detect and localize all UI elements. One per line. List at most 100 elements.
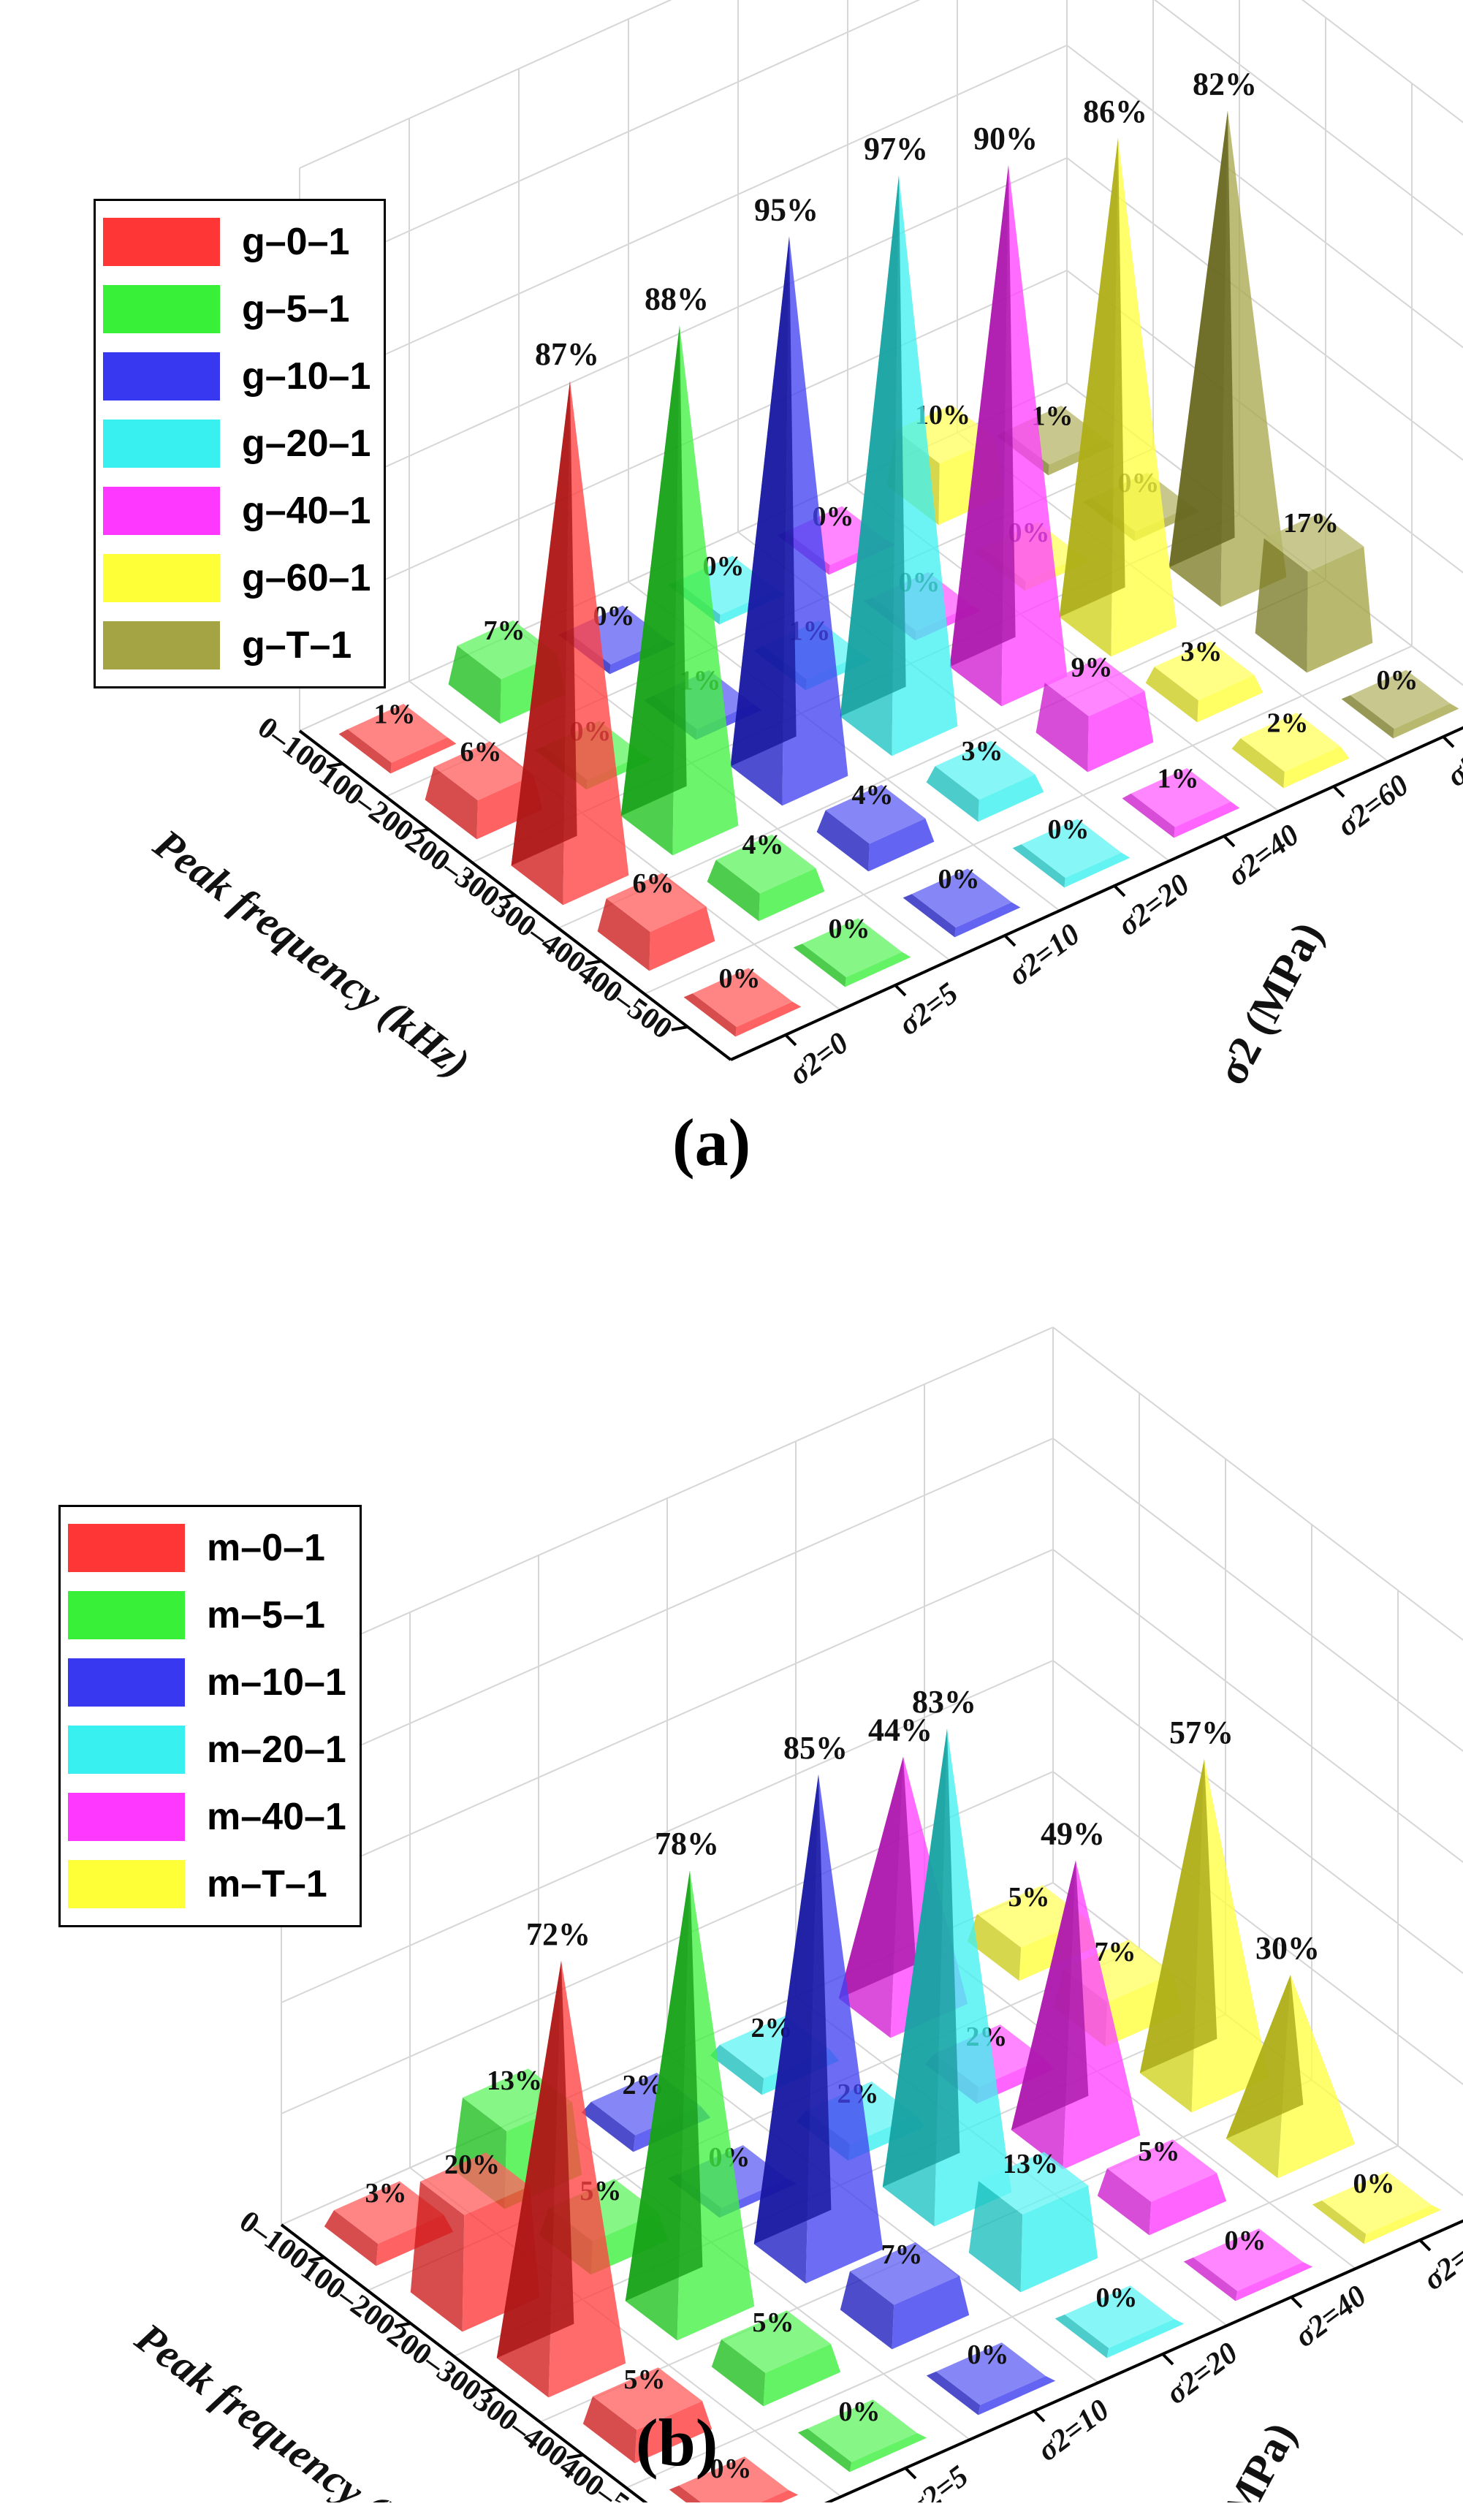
bar-value-label: 0% [1353, 2168, 1395, 2199]
bar-value-label: 83% [912, 1684, 976, 1720]
floor-grid-line [666, 2053, 1099, 2383]
bar-value-label: 13% [1003, 2149, 1058, 2179]
bar-m–20–1-200–300 [882, 1728, 1012, 2227]
x-tick [412, 828, 430, 834]
bar-face [949, 165, 1016, 667]
wall-grid-line [281, 1327, 1054, 1670]
bar-value-label: 3% [962, 736, 1003, 767]
legend-swatch [103, 285, 220, 333]
wall-grid-line [1066, 45, 1463, 349]
bar-value-label: 7% [1095, 1937, 1136, 1967]
legend-item: m–5–1 [68, 1582, 346, 1649]
bar-face [1011, 1860, 1089, 2130]
bar-value-label: 0% [593, 601, 635, 631]
bar-value-label: 0% [1096, 2282, 1138, 2313]
bar-face [1322, 2171, 1432, 2234]
legend-swatch [103, 487, 220, 535]
legend-swatch [68, 1726, 185, 1774]
bar-face [1036, 683, 1089, 773]
y-tick [1161, 2353, 1174, 2366]
bar-value-label: 7% [484, 615, 525, 646]
legend-swatch [103, 420, 220, 468]
legend-item: m–20–1 [68, 1716, 346, 1783]
legend-b: m–0–1 m–5–1 m–10–1 m–20–1 m–40–1 m–T–1 [58, 1505, 362, 1927]
legend-a: g–0–1 g–5–1 g–10–1 g–20–1 g–40–1 g–60–1 g–T–1 [94, 199, 387, 688]
bar-face [850, 2242, 960, 2305]
bar-face [1139, 1758, 1217, 2073]
y-tick [1290, 2296, 1303, 2309]
bar-m–40–1-300–400 [1097, 2139, 1227, 2236]
bar-m–0–1-200–300 [496, 1960, 626, 2398]
bar-g–0–1-400–500 [683, 968, 802, 1037]
bar-value-label: 78% [655, 1826, 719, 1861]
bar-face [978, 774, 1044, 822]
bar-m–20–1-300–400 [968, 2152, 1098, 2293]
bar-g–0–1-0–100 [338, 704, 457, 774]
y-tick-label: σ2=40 [1288, 2279, 1372, 2354]
legend-item: g–T–1 [103, 612, 370, 679]
bar-g–40–1-200–300 [949, 165, 1068, 707]
bar-value-label: 0% [1225, 2225, 1266, 2256]
bar-face [1341, 695, 1394, 739]
bar-face [1255, 538, 1308, 673]
legend-swatch [103, 352, 220, 401]
wall-grid-line [1052, 1771, 1463, 2086]
bar-g–60–1-400–500 [1231, 713, 1350, 789]
legend-item: m–0–1 [68, 1514, 346, 1582]
bar-m–40–1-400–500 [1183, 2228, 1313, 2301]
legend-item: g–60–1 [103, 544, 370, 612]
legend-swatch [68, 1860, 185, 1908]
bar-value-label: 3% [365, 2178, 407, 2209]
bar-face [672, 325, 739, 856]
y-axis-title: σ2 (MPa) [1207, 914, 1332, 1093]
bar-face [1183, 2257, 1238, 2301]
bar-value-label: 0% [719, 963, 761, 994]
x-tick [326, 762, 343, 768]
x-tick [566, 2453, 584, 2459]
bar-face [1220, 110, 1287, 607]
bar-face [620, 325, 687, 816]
bar-face [892, 2275, 970, 2350]
bar-face [1107, 2139, 1217, 2202]
y-tick-label: σ2=60 [1331, 768, 1415, 843]
wall-grid-line [1301, 0, 1463, 124]
floor-grid-line [795, 1996, 1228, 2326]
bar-value-label: 57% [1169, 1715, 1234, 1750]
bar-face [1054, 2314, 1109, 2358]
y-tick [784, 1033, 797, 1047]
bar-face [978, 2376, 1056, 2415]
bar-face [496, 1960, 574, 2358]
bar-face [892, 175, 958, 756]
bar-value-label: 6% [460, 737, 502, 767]
bar-face [977, 1885, 1087, 1948]
bar-value-label: 17% [1283, 508, 1339, 539]
bar-value-label: 0% [1377, 665, 1418, 696]
chart-b-canvas: 5%7%44%57%2%2%30%49%2%2%0%5%83%0%13%0%13… [126, 1327, 1463, 2502]
bar-face [1044, 657, 1145, 716]
bar-face [679, 2456, 788, 2502]
bar-value-label: 85% [783, 1730, 848, 1766]
floor-grid-line [924, 1939, 1356, 2269]
y-tick [1223, 835, 1236, 848]
y-tick [1003, 934, 1016, 947]
bar-g–10–1-400–500 [902, 868, 1021, 938]
bar-face [1364, 2205, 1442, 2244]
bar-face [1064, 852, 1130, 888]
bar-face [760, 2490, 799, 2502]
bar-face [1021, 819, 1122, 878]
y-axis-line [824, 2219, 1463, 2502]
bar-value-label: 4% [742, 830, 784, 860]
y-tick-label: σ2=20 [1112, 868, 1196, 943]
bar-face [1277, 1975, 1356, 2179]
bar-value-label: 0% [829, 914, 870, 944]
bar-value-label: 5% [624, 2364, 666, 2395]
bar-value-label: 44% [868, 1712, 932, 1748]
bar-m–0–1-300–400 [582, 2367, 712, 2464]
bar-face [1264, 512, 1364, 572]
legend-label: m–5–1 [207, 1594, 325, 1636]
bar-value-label: 3% [1181, 637, 1223, 667]
bar-face [707, 859, 760, 922]
legend-label: m–T–1 [207, 1863, 327, 1905]
bar-face [1145, 667, 1198, 723]
bar-face [902, 894, 956, 938]
